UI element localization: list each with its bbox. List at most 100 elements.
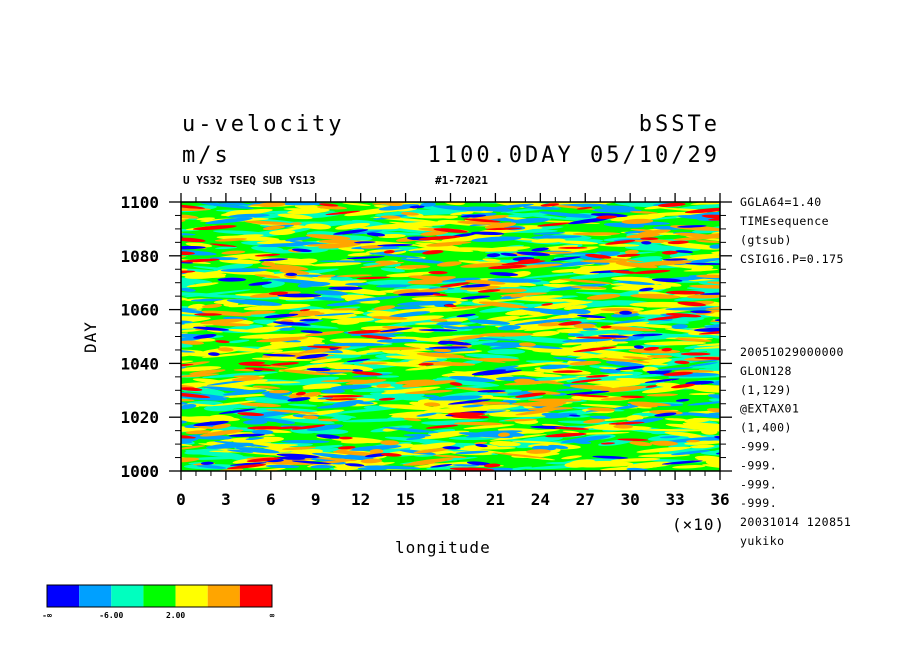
- heatmap-streak: [689, 392, 715, 396]
- heatmap-streak: [683, 268, 719, 272]
- colorbar-label: -6.00: [99, 611, 123, 620]
- heatmap-streak: [500, 252, 518, 257]
- colorbar-segment: [111, 585, 144, 607]
- heatmap-streak: [368, 347, 421, 351]
- heatmap-streak: [318, 418, 339, 422]
- heatmap-streak: [401, 211, 419, 216]
- heatmap-streak: [449, 382, 463, 386]
- heatmap-streak: [231, 376, 264, 382]
- side-info-line: GGLA64=1.40: [740, 195, 822, 209]
- heatmap-streak: [380, 215, 401, 219]
- heatmap-streak: [277, 213, 313, 220]
- heatmap-streak: [181, 433, 196, 439]
- heatmap-streak: [608, 421, 645, 425]
- heatmap-streak: [214, 393, 271, 399]
- y-tick-label: 1020: [120, 408, 159, 427]
- heatmap-streak: [220, 208, 273, 217]
- heatmap-streak: [347, 329, 381, 334]
- heatmap-streak: [687, 401, 720, 406]
- heatmap-streak: [567, 333, 584, 337]
- heatmap-streak: [373, 305, 396, 311]
- heatmap-streak: [542, 404, 564, 409]
- heatmap-streak: [504, 336, 582, 344]
- heatmap-streak: [540, 203, 560, 207]
- heatmap-streak: [430, 464, 453, 468]
- heatmap-streak: [307, 243, 344, 247]
- heatmap-streak: [576, 206, 593, 210]
- heatmap-streak: [663, 371, 694, 376]
- heatmap-streak: [624, 249, 639, 255]
- variable-title: u-velocity: [182, 112, 344, 137]
- heatmap-streak: [317, 274, 336, 278]
- heatmap-streak: [509, 263, 563, 270]
- heatmap-streak: [695, 240, 720, 243]
- heatmap-streak: [558, 240, 599, 245]
- heatmap-streak: [466, 461, 491, 466]
- x-tick-label: 33: [665, 490, 684, 509]
- heatmap-streak: [289, 222, 302, 226]
- heatmap-streak: [432, 205, 484, 212]
- heatmap-streak: [630, 228, 657, 232]
- heatmap-streak: [419, 440, 442, 444]
- subtitle-right: #1-72021: [435, 174, 488, 187]
- heatmap-streak: [338, 247, 365, 252]
- heatmap-streak: [406, 436, 426, 440]
- heatmap-streak: [265, 349, 283, 353]
- heatmap-streak: [596, 251, 620, 255]
- heatmap-streak: [566, 390, 610, 396]
- heatmap-streak: [408, 458, 454, 465]
- heatmap-streak: [447, 399, 492, 405]
- units-label: m/s: [182, 143, 231, 168]
- heatmap-streak: [577, 314, 606, 319]
- heatmap-streak: [568, 330, 645, 336]
- heatmap-streak: [441, 233, 503, 242]
- heatmap-streak: [420, 361, 476, 366]
- heatmap-streak: [483, 463, 501, 468]
- heatmap-streak: [698, 330, 720, 335]
- heatmap-streak: [478, 332, 534, 337]
- y-tick-label: 1080: [120, 247, 159, 266]
- heatmap-streak: [677, 203, 720, 210]
- heatmap-streak: [186, 282, 219, 288]
- heatmap-streak: [375, 284, 411, 288]
- heatmap-streak: [314, 290, 348, 296]
- time-label: 1100.0DAY 05/10/29: [428, 143, 720, 168]
- heatmap-streak: [300, 330, 323, 334]
- y-axis: 1000 1020 1040 1060 1080 1100: [120, 193, 732, 481]
- heatmap-streak: [340, 439, 378, 444]
- heatmap-streak: [265, 464, 300, 469]
- heatmap-streak: [348, 445, 402, 451]
- heatmap-streak: [674, 360, 690, 365]
- heatmap-streak: [482, 369, 523, 376]
- heatmap-streak: [675, 398, 690, 402]
- heatmap-streak: [330, 317, 375, 324]
- heatmap-streak: [305, 234, 351, 240]
- heatmap-streak: [530, 330, 560, 337]
- heatmap-streak: [181, 317, 211, 325]
- heatmap-streak: [672, 465, 706, 469]
- heatmap-streak: [311, 452, 371, 461]
- heatmap-streak: [188, 303, 206, 310]
- heatmap-streak: [557, 330, 582, 334]
- heatmap-streak: [181, 258, 220, 263]
- heatmap-streak: [685, 380, 715, 385]
- heatmap-streak: [285, 272, 298, 277]
- heatmap-streak: [526, 449, 551, 454]
- heatmap-streak: [686, 439, 700, 443]
- heatmap-streak: [205, 217, 253, 224]
- heatmap-streak: [505, 311, 529, 316]
- heatmap-streak: [326, 301, 361, 307]
- heatmap-streak: [569, 360, 602, 366]
- heatmap-streak: [268, 389, 290, 394]
- heatmap-streak: [630, 211, 658, 214]
- heatmap-streak: [522, 206, 562, 210]
- heatmap-streak: [371, 316, 408, 320]
- heatmap-streak: [415, 215, 453, 219]
- heatmap-streak: [487, 264, 527, 270]
- heatmap-streak: [192, 225, 237, 231]
- heatmap-streak: [325, 283, 359, 288]
- heatmap-streak: [200, 318, 244, 325]
- heatmap-streak: [452, 464, 480, 467]
- side-info-line: TIMEsequence: [740, 214, 829, 228]
- heatmap-streak: [641, 429, 708, 432]
